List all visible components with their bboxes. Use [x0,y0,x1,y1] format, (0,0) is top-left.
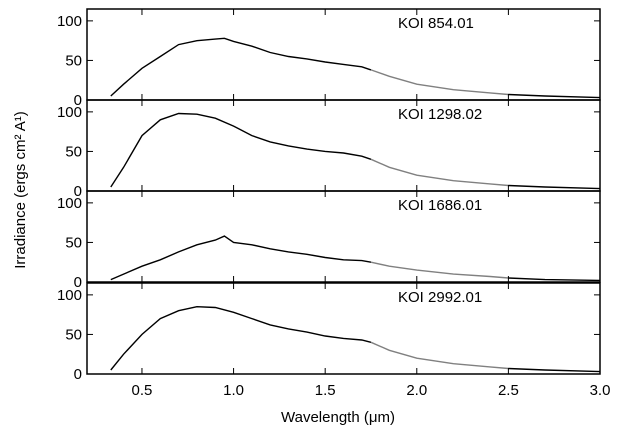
y-tick-label: 0 [74,274,82,291]
panel-label: KOI 1686.01 [398,197,482,214]
y-tick-label: 50 [65,143,82,160]
y-tick-label: 100 [57,104,82,121]
panel-1: 0 50 100 KOI 854.01 [57,8,601,109]
panel-4: 0 50 100 KOI 2992.01 [57,282,601,383]
spectrum-line [370,341,509,370]
spectrum-line [110,37,372,97]
y-tick-label: 50 [65,326,82,343]
y-tick-label: 50 [65,234,82,251]
x-axis: 0.5 1.0 1.5 2.0 2.5 3.0 [132,382,611,399]
y-tick-label: 100 [57,195,82,212]
panel-label: KOI 2992.01 [398,289,482,306]
spectrum-line [508,93,601,99]
y-tick-label: 100 [57,287,82,304]
panel-label: KOI 854.01 [398,15,474,32]
y-tick-label: 50 [65,52,82,69]
y-tick-label: 100 [57,13,82,30]
spectrum-line [110,305,372,371]
spectrum-line [508,277,601,282]
x-tick-label: 2.5 [498,382,519,399]
x-axis-title: Wavelength (μm) [281,409,395,426]
x-tick-label: 0.5 [132,382,153,399]
x-tick-label: 1.0 [223,382,244,399]
spectrum-line [508,367,601,373]
y-axis-title: Irradiance (ergs cm² A¹) [12,111,29,269]
spectrum-line [370,261,509,279]
spectrum-line [370,69,509,96]
panel-frame [86,190,601,283]
spectrum-line [110,112,372,188]
y-tick-label: 0 [74,366,82,383]
panel-label: KOI 1298.02 [398,106,482,123]
spectrum-line [110,235,372,281]
spectrum-line [370,158,509,187]
y-tick-label: 0 [74,183,82,200]
spectrum-line [508,184,601,190]
y-tick-label: 0 [74,92,82,109]
panel-2: 0 50 100 KOI 1298.02 [57,99,601,200]
panel-frame [86,99,601,192]
x-tick-label: 3.0 [590,382,611,399]
panel-frame [86,282,601,375]
x-tick-label: 2.0 [406,382,427,399]
panel-3: 0 50 100 KOI 1686.01 [57,190,601,291]
panels-layer: 0 50 100 KOI 854.01 0 50 100 KOI 1298.02 0 50 100 K… [57,8,601,383]
x-tick-label: 1.5 [315,382,336,399]
